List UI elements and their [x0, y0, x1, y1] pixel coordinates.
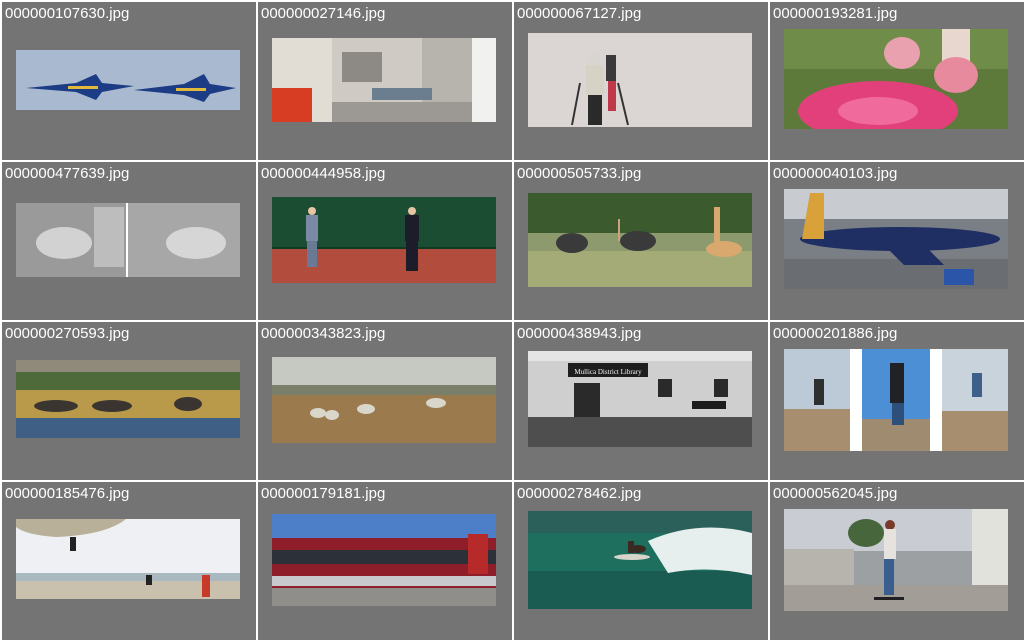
filename-label: 000000040103.jpg [773, 165, 898, 182]
image-tile[interactable]: 000000193281.jpg [770, 2, 1024, 160]
library-photo-icon[interactable]: Mullica District Library [528, 351, 752, 447]
skateboard-triptych-photo-icon[interactable] [784, 349, 1008, 451]
filename-label: 000000477639.jpg [5, 165, 130, 182]
airplane-photo-icon[interactable] [784, 189, 1008, 289]
filename-label: 000000107630.jpg [5, 5, 130, 22]
ostrich-giraffe-photo-icon[interactable] [528, 193, 752, 287]
image-tile[interactable]: 000000027146.jpg [258, 2, 512, 160]
filename-label: 000000562045.jpg [773, 485, 898, 502]
library-sign-text: Mullica District Library [574, 368, 642, 376]
filename-label: 000000270593.jpg [5, 325, 130, 342]
elephants-photo-icon[interactable] [16, 360, 240, 438]
image-tile[interactable]: 000000562045.jpg [770, 482, 1024, 640]
filename-label: 000000343823.jpg [261, 325, 386, 342]
image-tile[interactable]: 000000201886.jpg [770, 322, 1024, 480]
filename-label: 000000505733.jpg [517, 165, 642, 182]
filename-label: 000000438943.jpg [517, 325, 642, 342]
image-tile[interactable]: 000000067127.jpg [514, 2, 768, 160]
filename-label: 000000193281.jpg [773, 5, 898, 22]
image-tile[interactable]: 000000444958.jpg [258, 162, 512, 320]
skateboarder-street-photo-icon[interactable] [784, 509, 1008, 611]
image-tile[interactable]: 000000505733.jpg [514, 162, 768, 320]
filename-label: 000000278462.jpg [517, 485, 642, 502]
image-tile[interactable]: 000000185476.jpg [2, 482, 256, 640]
filename-label: 000000444958.jpg [261, 165, 386, 182]
image-tile[interactable]: 000000270593.jpg [2, 322, 256, 480]
tennis-kids-photo-icon[interactable] [272, 197, 496, 283]
surfer-photo-icon[interactable] [528, 511, 752, 609]
skiers-photo-icon[interactable] [528, 33, 752, 127]
image-tile[interactable]: 000000179181.jpg [258, 482, 512, 640]
filename-label: 000000201886.jpg [773, 325, 898, 342]
frisbee-photo-icon[interactable] [784, 29, 1008, 129]
filename-label: 000000185476.jpg [5, 485, 130, 502]
beach-kite-photo-icon[interactable] [16, 519, 240, 599]
kitchen-photo-icon[interactable] [272, 38, 496, 122]
image-tile[interactable]: 000000107630.jpg [2, 2, 256, 160]
image-tile[interactable]: 000000438943.jpg Mullica District Librar… [514, 322, 768, 480]
filename-label: 000000067127.jpg [517, 5, 642, 22]
moor-sheep-photo-icon[interactable] [272, 357, 496, 443]
image-tile[interactable]: 000000278462.jpg [514, 482, 768, 640]
image-tile[interactable]: 000000343823.jpg [258, 322, 512, 480]
image-tile[interactable]: 000000477639.jpg [2, 162, 256, 320]
filename-label: 000000179181.jpg [261, 485, 386, 502]
image-tile[interactable]: 000000040103.jpg [770, 162, 1024, 320]
train-photo-icon[interactable] [272, 514, 496, 606]
sheep-photo-icon[interactable] [16, 203, 240, 277]
filename-label: 000000027146.jpg [261, 5, 386, 22]
jets-photo-icon[interactable] [16, 50, 240, 110]
